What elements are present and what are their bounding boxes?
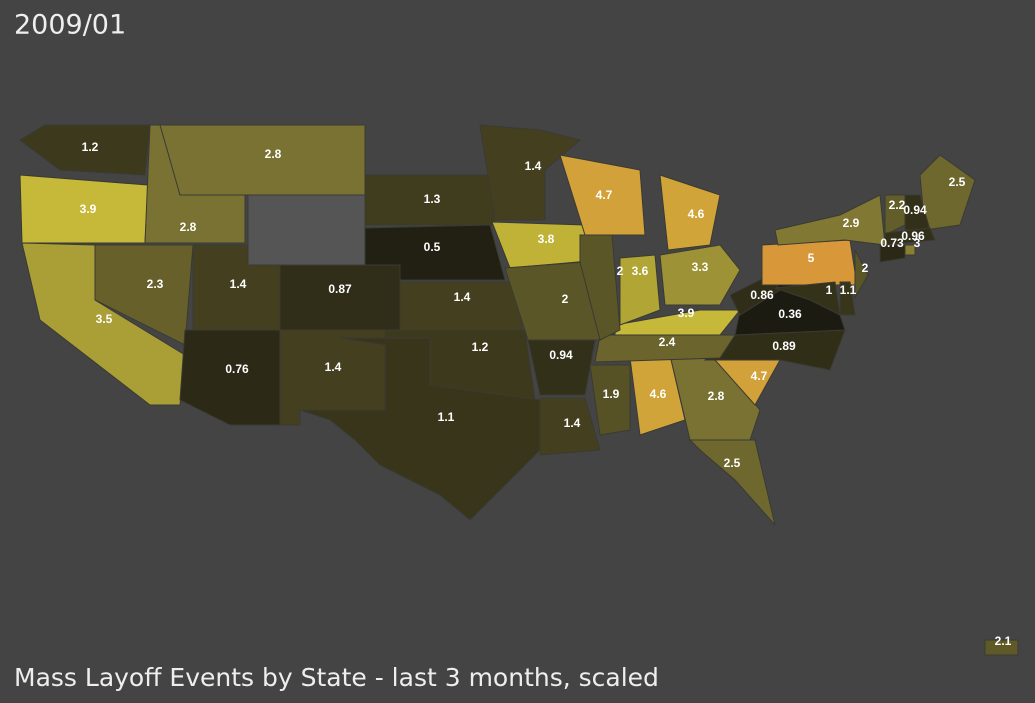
state xyxy=(884,227,936,246)
state-value-label: 3.9 xyxy=(678,306,695,320)
state-value-label: 0.87 xyxy=(328,282,352,296)
labels: 1.2 3.9 3.5 2.8 2.8 2.3 1.4 0.87 0.76 1.4 1.3 0.5 1.… xyxy=(80,140,1012,648)
states xyxy=(19,124,1019,656)
state-value-label: 1.4 xyxy=(454,290,471,304)
state-value-label: 2.4 xyxy=(659,335,676,349)
state xyxy=(659,174,721,251)
state-no-data xyxy=(247,194,366,266)
state-value-label: 2.3 xyxy=(147,277,164,291)
state-value-label: 0.73 xyxy=(880,236,904,250)
state xyxy=(159,124,366,196)
state-value-label: 2.5 xyxy=(724,456,741,470)
state-value-label: 0.94 xyxy=(549,348,573,362)
state-value-label: 2.8 xyxy=(180,220,197,234)
state-value-label: 1.1 xyxy=(840,283,857,297)
state-value-label: 2 xyxy=(862,261,869,275)
state xyxy=(854,249,869,300)
state-value-label: 2.9 xyxy=(843,216,860,230)
state xyxy=(904,244,916,256)
state-value-label: 4.7 xyxy=(751,369,768,383)
state-value-label: 1.3 xyxy=(424,192,441,206)
state-value-label: 4.6 xyxy=(650,387,667,401)
state xyxy=(774,194,886,246)
state xyxy=(527,339,596,396)
state-value-label: 0.5 xyxy=(424,240,441,254)
state-value-label: 1.2 xyxy=(82,140,99,154)
state-value-label: 1.4 xyxy=(564,416,581,430)
state-value-label: 0.76 xyxy=(225,362,249,376)
state xyxy=(479,124,582,221)
state xyxy=(614,309,742,336)
state xyxy=(589,364,631,436)
state xyxy=(879,244,906,263)
state-value-label: 4.6 xyxy=(688,207,705,221)
caption: Mass Layoff Events by State - last 3 mon… xyxy=(14,663,659,692)
state-value-label: 3 xyxy=(914,236,921,250)
state-value-label: 0.94 xyxy=(903,203,927,217)
state-value-label: 1.4 xyxy=(230,277,247,291)
state-value-label: 0.36 xyxy=(778,307,802,321)
state-value-label: 2.1 xyxy=(995,634,1012,648)
state-value-label: 2.5 xyxy=(949,175,966,189)
state-value-label: 2 xyxy=(617,264,624,278)
state-value-label: 2.8 xyxy=(265,147,282,161)
state-value-label: 1.9 xyxy=(603,387,620,401)
state-value-label: 1.4 xyxy=(325,360,342,374)
state xyxy=(299,337,546,521)
state-value-label: 3.9 xyxy=(80,202,97,216)
state-value-label: 3.3 xyxy=(692,260,709,274)
state-value-label: 1 xyxy=(826,283,833,297)
state-value-label: 0.86 xyxy=(750,288,774,302)
state-value-label: 2 xyxy=(562,292,569,306)
state xyxy=(19,124,151,176)
state xyxy=(559,154,646,236)
state-value-label: 1.1 xyxy=(438,410,455,424)
state xyxy=(279,264,401,331)
state xyxy=(839,281,856,316)
state xyxy=(179,329,281,426)
state-value-label: 3.8 xyxy=(538,232,555,246)
state-value-label: 1.4 xyxy=(525,159,542,173)
state xyxy=(539,397,601,456)
period-title: 2009/01 xyxy=(14,10,126,41)
state xyxy=(688,439,776,526)
state xyxy=(919,154,976,231)
state-value-label: 2.2 xyxy=(889,198,906,212)
state-value-label: 5 xyxy=(808,251,815,265)
state xyxy=(659,244,741,306)
state-value-label: 0.96 xyxy=(901,229,925,243)
state-value-label: 1.2 xyxy=(472,340,489,354)
state-value-label: 4.7 xyxy=(596,188,613,202)
state-value-label: 3.5 xyxy=(96,312,113,326)
state-value-label: 2.8 xyxy=(708,389,725,403)
state xyxy=(364,224,506,281)
state-value-label: 0.89 xyxy=(772,339,796,353)
state-value-label: 3.6 xyxy=(632,264,649,278)
state xyxy=(619,254,661,326)
state xyxy=(984,639,1019,656)
